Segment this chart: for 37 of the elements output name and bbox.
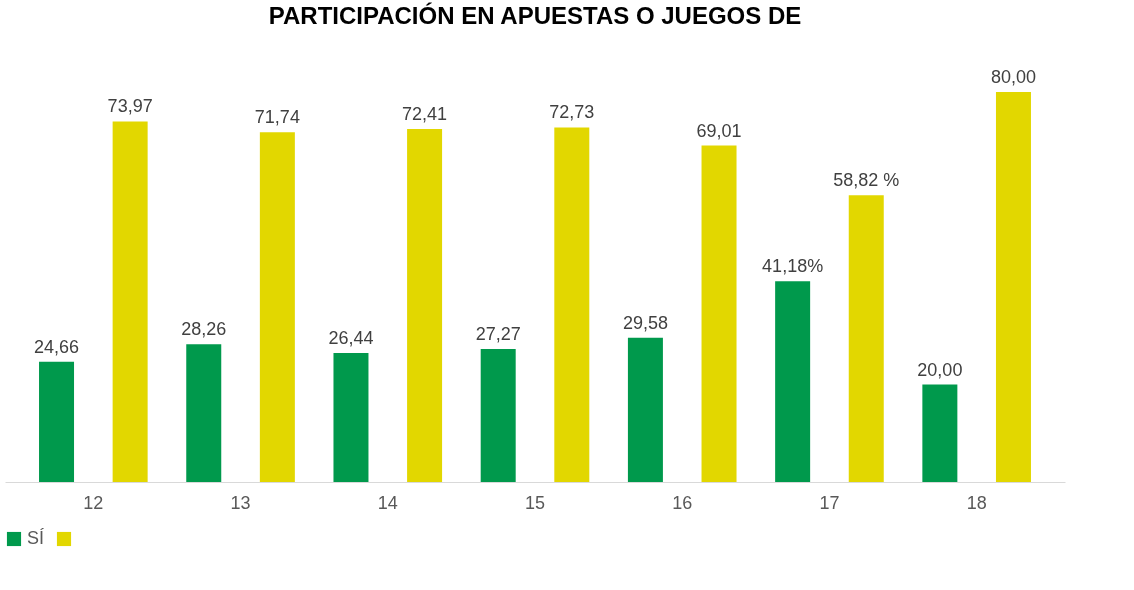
bar	[995, 92, 1031, 482]
data-label: 29,58	[622, 312, 668, 333]
x-tick-label: 13	[230, 492, 251, 513]
bar	[333, 353, 369, 482]
bar	[186, 344, 222, 482]
x-tick-label: 18	[966, 492, 987, 513]
bar	[554, 127, 590, 482]
data-label: 26,44	[328, 328, 374, 349]
x-tick-label: 12	[83, 492, 104, 513]
data-label: 20,00	[917, 359, 963, 380]
bar	[259, 132, 295, 482]
chart-title: PARTICIPACIÓN EN APUESTAS O JUEGOS DE	[268, 2, 802, 29]
bar	[480, 349, 516, 482]
x-tick-label: 14	[377, 492, 398, 513]
data-label: 24,66	[34, 336, 80, 357]
bar	[407, 129, 443, 482]
data-label: 80,00	[990, 67, 1036, 87]
bar	[848, 195, 884, 482]
x-tick-label: 15	[524, 492, 546, 513]
bar	[775, 281, 811, 482]
data-label: 73,97	[107, 96, 153, 117]
data-label: 41,18%	[762, 256, 824, 277]
bar	[701, 145, 737, 482]
legend-label: SÍ	[27, 528, 45, 548]
data-label: 72,41	[402, 104, 448, 124]
data-label: 28,26	[181, 319, 227, 340]
data-label: 69,01	[696, 120, 742, 141]
data-label: 58,82 %	[833, 170, 900, 191]
bar	[112, 121, 148, 482]
bar	[922, 384, 958, 482]
bar	[39, 361, 75, 482]
x-tick-label: 17	[819, 492, 840, 513]
x-tick-label: 16	[672, 492, 693, 513]
data-label: 27,27	[475, 324, 521, 345]
data-label: 71,74	[254, 107, 300, 128]
bar	[627, 337, 663, 482]
data-label: 72,73	[549, 102, 595, 123]
